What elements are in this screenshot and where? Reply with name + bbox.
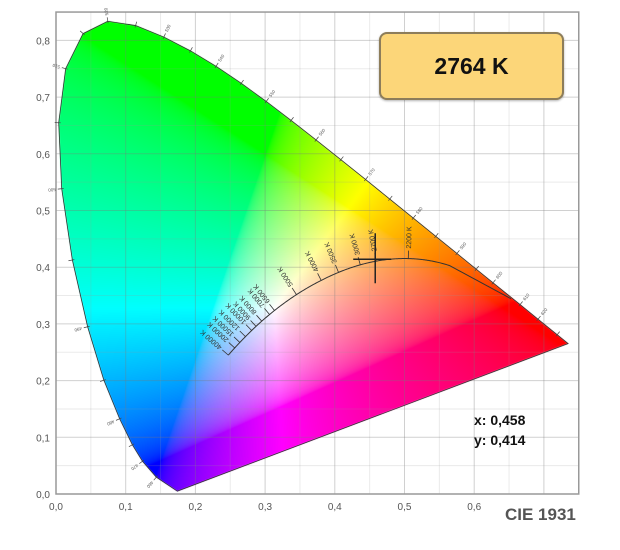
cct-label: 2200 K (406, 226, 413, 249)
wavelength-tick (139, 459, 145, 464)
wavelength-tick (61, 67, 68, 70)
x-tick-label: 0,3 (258, 502, 272, 513)
wavelength-tick (68, 259, 75, 262)
wavelength-label: 610 (522, 292, 531, 301)
wavelength-tick (411, 214, 417, 220)
wavelength-tick (214, 62, 219, 69)
cct-tick (317, 273, 322, 281)
wavelength-tick (339, 156, 344, 162)
wavelength-label: 530 (164, 23, 172, 32)
wavelength-tick (115, 417, 122, 421)
wavelength-tick (189, 47, 193, 53)
cct-tick (222, 349, 229, 356)
wavelength-label: 540 (217, 53, 226, 62)
cct-value-badge: 2764 K (379, 32, 564, 100)
wavelength-label: 560 (318, 127, 327, 136)
plot-frame (55, 11, 580, 495)
y-tick-label: 0,8 (36, 36, 50, 47)
spectral-locus: 460 470 480 490 500 510 520 530 540 550 560 570 580 5… (48, 7, 569, 492)
x-coordinate-readout: x: 0,458 (474, 412, 526, 428)
wavelength-tick (239, 79, 244, 86)
cct-label: 3500 K (324, 241, 339, 264)
wavelength-label: 490 (73, 326, 82, 333)
wavelength-label: 480 (106, 419, 115, 427)
wavelength-label: 580 (415, 206, 424, 215)
y-coordinate-readout: y: 0,414 (474, 432, 526, 448)
wavelength-tick (128, 443, 135, 447)
wavelength-label: 460 (145, 480, 154, 489)
planckian-locus-curve (227, 258, 512, 356)
y-tick-label: 0,3 (36, 320, 50, 331)
y-tick-label: 0,5 (36, 207, 50, 218)
x-tick-label: 0,5 (398, 502, 412, 513)
spectral-locus-outline (58, 20, 569, 492)
cct-tick (233, 336, 241, 343)
cct-tick (245, 324, 252, 331)
wavelength-label: 470 (130, 463, 139, 472)
cct-tick (239, 330, 246, 337)
wavelength-tick (491, 279, 496, 285)
cct-tick (335, 264, 339, 273)
diagram-title: CIE 1931 (505, 505, 576, 524)
wavelength-tick (388, 195, 393, 201)
wavelength-tick (518, 301, 523, 307)
cct-tick (264, 308, 270, 315)
wavelength-label: 570 (367, 167, 376, 176)
y-tick-label: 0,0 (36, 490, 50, 501)
wavelength-tick (536, 315, 541, 321)
cct-tick (357, 257, 361, 265)
wavelength-tick (57, 188, 64, 190)
y-tick-label: 0,6 (36, 150, 50, 161)
y-tick-label: 0,4 (36, 263, 50, 274)
x-tick-label: 0,2 (188, 502, 202, 513)
wavelength-tick (83, 325, 90, 329)
wavelength-tick (364, 176, 369, 182)
wavelength-tick (474, 265, 480, 271)
wavelength-label: 620 (540, 307, 549, 316)
wavelength-tick (134, 21, 138, 28)
x-tick-label: 0,6 (467, 502, 481, 513)
grid (55, 11, 580, 495)
cct-label: 2700 K (368, 228, 379, 251)
wavelength-label: 500 (48, 187, 56, 193)
wavelength-tick (106, 17, 109, 24)
y-tick-label: 0,7 (36, 93, 50, 104)
axis-labels: 0,0 0,1 0,2 0,3 0,4 0,5 0,6 0,0 0,1 0,2 0,3 0,4 0,5 0… (36, 36, 481, 513)
wavelength-tick (555, 331, 560, 337)
wavelength-tick (455, 250, 460, 256)
y-tick-label: 0,2 (36, 377, 50, 388)
measured-point-marker (353, 233, 392, 284)
wavelength-label: 590 (459, 241, 468, 250)
wavelength-label: 550 (268, 89, 277, 98)
wavelength-tick (162, 33, 166, 40)
cct-label: 3000 K (349, 232, 362, 256)
cct-label: 5000 K (277, 265, 295, 288)
cct-label: 4000 K (304, 249, 320, 272)
wavelength-label: 520 (103, 7, 109, 16)
x-tick-label: 0,1 (119, 502, 133, 513)
cct-tick (291, 287, 297, 295)
cct-tick (250, 320, 257, 327)
y-tick-label: 0,1 (36, 433, 50, 444)
wavelength-tick (289, 117, 294, 123)
wavelength-label: 510 (52, 63, 61, 70)
cct-tick (228, 342, 235, 349)
x-tick-label: 0,0 (49, 502, 63, 513)
wavelength-tick (264, 98, 269, 104)
wavelength-tick (99, 379, 106, 382)
cct-tick (269, 303, 275, 311)
wavelength-tick (153, 475, 158, 481)
wavelength-tick (314, 136, 319, 142)
x-tick-label: 0,4 (328, 502, 342, 513)
wavelength-label: 600 (495, 270, 504, 279)
wavelength-tick (434, 233, 439, 239)
cct-tick (256, 314, 263, 322)
wavelength-tick (79, 30, 85, 36)
